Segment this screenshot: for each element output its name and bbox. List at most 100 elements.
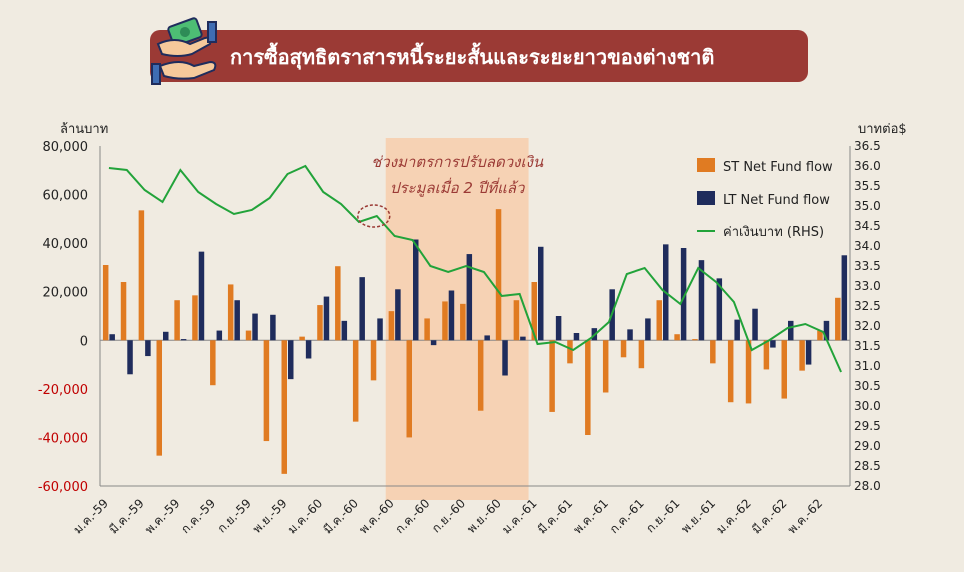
st-bar [567,340,573,364]
lt-bar [841,255,848,341]
st-bar [531,282,537,341]
st-bar [763,340,770,370]
y-right-tick-label: 32.0 [854,319,881,333]
lt-bar [145,340,151,357]
y-right-tick-label: 34.5 [854,219,881,233]
st-bar [442,301,448,341]
lt-bar [448,290,455,341]
st-bar [156,340,162,456]
st-bar [460,303,466,341]
y-left-tick-label: 20,000 [43,286,89,301]
lt-bar [788,320,794,341]
st-bar [192,295,198,341]
x-tick-label: มี.ค.-59 [106,496,146,536]
right-axis-unit: บาทต่อ$ [858,122,907,137]
st-bar [335,266,341,341]
st-bar [263,340,270,442]
st-bar [799,340,805,371]
y-right-tick-label: 32.5 [854,299,881,313]
st-bar [727,340,734,403]
lt-bar [430,340,437,346]
y-left-tick-label: -60,000 [38,480,88,495]
lt-bar [270,314,276,341]
x-tick-label: ก.ย.-61 [643,496,682,535]
legend-lt-label: LT Net Fund flow [723,193,830,208]
st-bar [745,340,752,404]
highlight-label-line1: ช่วงมาตรการปรับลดวงเงิน [371,153,544,171]
x-tick-label: ม.ค.-61 [499,496,539,536]
page-title: การซื้อสุทธิตราสารหนี้ระยะสั้นและระยะยาว… [230,45,715,69]
y-right-tick-label: 31.5 [854,339,881,353]
lt-bar [538,246,544,341]
st-bar [835,297,841,341]
st-bar [585,340,591,435]
lt-bar [216,330,223,341]
x-tick-label: พ.ค.-60 [356,496,396,536]
st-bar [424,318,430,341]
lt-bar [573,333,580,341]
st-bar [245,330,252,341]
st-bar [495,209,502,341]
st-bar [388,311,395,341]
y-left-tick-label: 80,000 [43,140,89,155]
lt-bar [109,334,115,341]
y-left-tick-label: -40,000 [38,431,88,446]
legend-lt-swatch [697,191,715,205]
lt-bar [716,278,723,341]
y-left-tick-label: -20,000 [38,383,88,398]
x-tick-label: มี.ค.-61 [535,496,575,536]
y-left-tick-label: 40,000 [43,237,89,252]
y-left-tick-label: 0 [80,334,88,349]
lt-bar [752,308,758,341]
legend-line-label: ค่าเงินบาท (RHS) [723,225,824,240]
x-tick-label: ม.ค.-60 [285,496,325,536]
x-tick-label: พ.ค.-59 [142,496,182,536]
st-bar [674,334,680,341]
title-banner [150,30,808,82]
st-bar [692,339,698,341]
lt-bar [234,300,240,341]
st-bar [656,300,662,341]
x-tick-label: มี.ค.-62 [749,496,789,536]
lt-bar [413,239,419,341]
st-bar [210,340,216,386]
lt-bar [645,318,651,341]
st-bar [138,210,145,341]
y-right-tick-label: 28.5 [854,459,881,473]
lt-bar [520,336,526,341]
st-bar [710,340,716,364]
lt-bar [502,340,508,376]
y-right-tick-label: 31.0 [854,359,881,373]
x-tick-label: ม.ค.-62 [713,496,753,536]
y-right-tick-label: 35.0 [854,199,881,213]
st-bar [120,282,127,341]
st-bar [638,340,645,369]
x-tick-label: พ.ค.-61 [571,496,611,536]
lt-bar [288,340,294,380]
x-tick-label: พ.ค.-62 [785,496,825,536]
lt-bar [377,318,383,341]
left-axis-unit: ล้านบาท [60,122,109,137]
st-bar [174,300,180,341]
lt-bar [698,260,705,341]
x-tick-label: ก.ย.-59 [215,496,254,535]
y-right-tick-label: 28.0 [854,479,881,493]
highlight-label-line2: ประมูลเมื่อ 2 ปีที่แล้ว [390,177,526,197]
x-tick-label: ม.ค.-59 [71,496,111,536]
y-right-tick-label: 33.5 [854,259,881,273]
lt-bar [823,320,830,341]
lt-bar [734,319,740,341]
st-bar [317,305,323,341]
x-tick-label: มี.ค.-60 [321,496,361,536]
lt-bar [395,289,401,341]
y-right-tick-label: 30.0 [854,399,881,413]
x-tick-label: ก.ค.-59 [178,496,218,536]
x-tick-label: ก.ค.-60 [393,496,433,536]
st-bar [477,340,484,411]
x-tick-label: ก.ค.-61 [607,496,647,536]
st-bar [620,340,627,358]
thb-rate-line [108,164,842,373]
y-left-tick-label: 60,000 [43,189,89,204]
lt-bar [252,313,258,341]
